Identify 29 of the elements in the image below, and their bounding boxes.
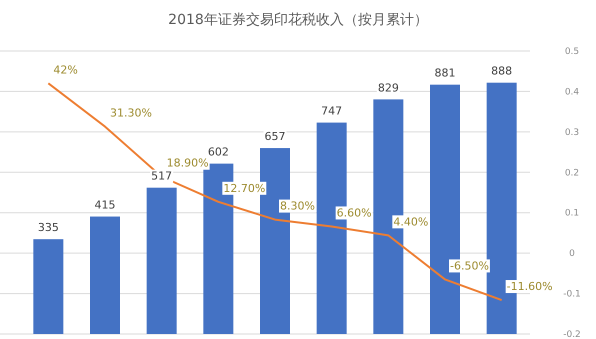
data-label: 12.70% <box>223 182 266 195</box>
data-label: 42% <box>53 63 78 76</box>
data-label: -11.60% <box>506 280 553 294</box>
data-label: 4.40% <box>393 215 428 228</box>
data-label: 602 <box>208 146 229 159</box>
chart-title: 2018年证券交易印花税收入（按月累计） <box>168 12 428 28</box>
y2-tick-label: 0 <box>569 249 576 260</box>
data-label: 829 <box>378 81 399 94</box>
y2-tick-label: 0.1 <box>564 208 580 219</box>
data-label: 31.30% <box>110 106 152 120</box>
data-label: 657 <box>264 130 286 144</box>
data-label: -6.50% <box>450 259 489 272</box>
bar <box>90 216 120 334</box>
bar <box>33 239 64 334</box>
y2-tick-label: 0.3 <box>564 128 580 138</box>
data-label: 335 <box>38 221 59 234</box>
data-label: 6.60% <box>336 206 372 220</box>
y2-tick-label: -0.1 <box>563 290 581 300</box>
y2-tick-label: 0.4 <box>564 87 580 98</box>
data-label: 747 <box>321 104 342 118</box>
bar <box>146 188 177 334</box>
data-label: 415 <box>94 198 116 212</box>
data-label: 18.90% <box>166 156 209 170</box>
y2-tick-label: 0.5 <box>564 47 580 57</box>
y2-tick-label: 0.2 <box>564 168 580 178</box>
data-label: 8.30% <box>280 200 315 213</box>
y2-tick-label: -0.2 <box>563 330 581 339</box>
data-label: 888 <box>491 64 512 78</box>
data-label: 881 <box>434 66 456 80</box>
